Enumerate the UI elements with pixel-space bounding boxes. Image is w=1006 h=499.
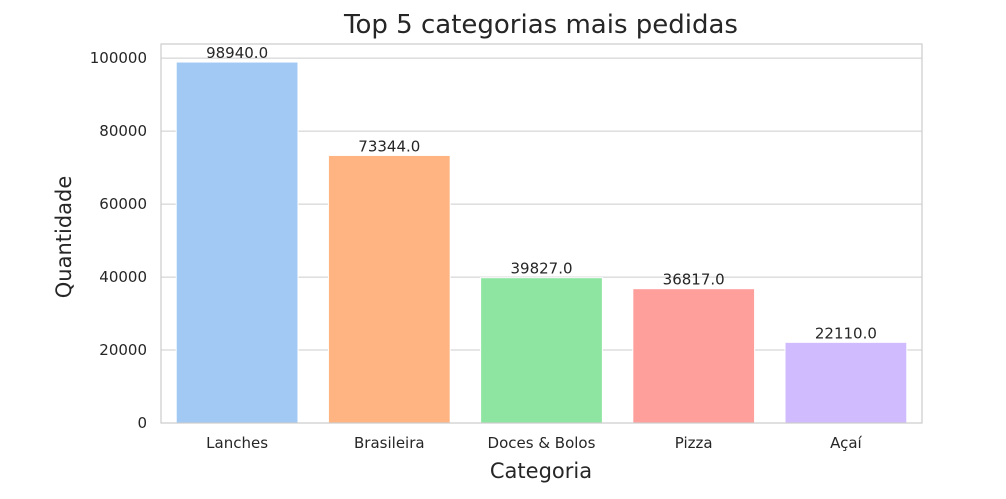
- x-tick-label: Doces & Bolos: [488, 434, 596, 452]
- data-label: 36817.0: [663, 271, 725, 289]
- bar: [480, 277, 603, 424]
- x-tick-labels: Lanches Brasileira Doces & Bolos Pizza Açaí: [206, 434, 862, 452]
- data-label: 39827.0: [510, 260, 572, 278]
- x-tick-label: Lanches: [206, 434, 268, 452]
- plot-frame: [160, 43, 923, 424]
- bar: [632, 288, 756, 424]
- chart-title: Top 5 categorias mais pedidas: [343, 10, 738, 40]
- bar: [175, 61, 299, 424]
- y-tick-label: 80000: [99, 122, 147, 140]
- x-axis-label: Categoria: [490, 459, 592, 483]
- bar: [327, 154, 451, 424]
- data-label: 22110.0: [815, 324, 877, 342]
- x-tick-label: Brasileira: [354, 434, 425, 452]
- data-label: 73344.0: [358, 137, 420, 155]
- y-tick-labels: 0 20000 40000 60000 80000 100000: [90, 49, 147, 432]
- x-tick-label: Açaí: [830, 434, 862, 452]
- y-tick-label: 40000: [99, 268, 147, 286]
- x-tick-label: Pizza: [675, 434, 713, 452]
- y-axis-label: Quantidade: [52, 176, 76, 299]
- bars: [175, 61, 908, 424]
- y-tick-label: 0: [137, 414, 147, 432]
- y-tick-label: 60000: [99, 195, 147, 213]
- data-labels: 98940.0 73344.0 39827.0 36817.0 22110.0: [206, 44, 877, 342]
- y-tick-label: 100000: [90, 49, 147, 67]
- data-label: 98940.0: [206, 44, 268, 62]
- y-tick-label: 20000: [99, 341, 147, 359]
- bar: [784, 341, 908, 424]
